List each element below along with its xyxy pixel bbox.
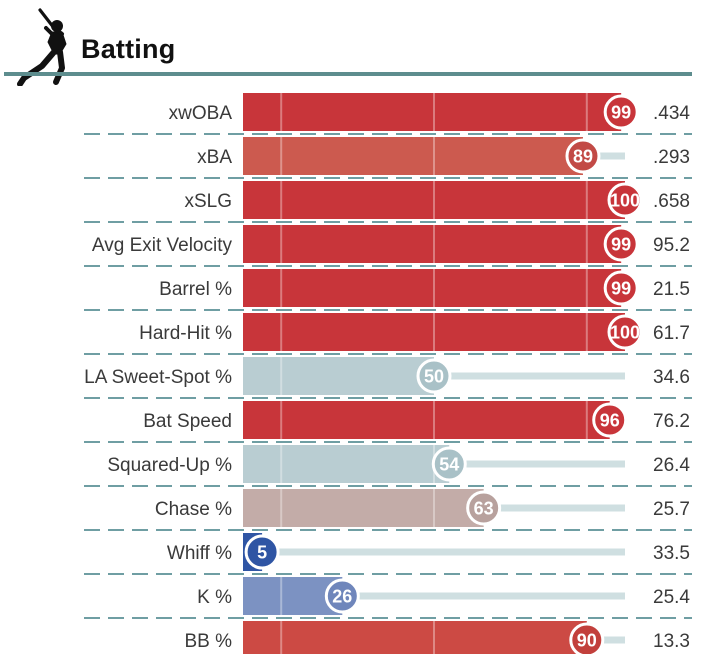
percentile-rank: 100	[610, 323, 640, 343]
percentile-badge	[607, 314, 643, 350]
percentile-rank: 100	[610, 191, 640, 211]
percentile-badge	[569, 622, 605, 654]
metric-label: xSLG	[184, 191, 232, 212]
percentile-badge	[324, 578, 360, 614]
percentile-bar	[243, 357, 434, 395]
stat-value: 25.4	[653, 587, 690, 608]
title-divider	[4, 72, 692, 76]
stat-value: 26.4	[653, 455, 690, 476]
metric-label: BB %	[184, 631, 232, 652]
section-title: Batting	[81, 34, 176, 64]
percentile-badge	[466, 490, 502, 526]
percentile-rank: 5	[257, 543, 267, 563]
stat-value: 76.2	[653, 411, 690, 432]
percentile-badge	[565, 138, 601, 174]
percentile-bar	[243, 181, 625, 219]
percentile-rank: 99	[611, 103, 631, 123]
stat-value: .434	[653, 103, 690, 124]
percentile-badge	[592, 402, 628, 438]
metric-label: Bat Speed	[143, 411, 232, 432]
metric-label: Hard-Hit %	[139, 323, 232, 344]
percentile-rank: 26	[332, 587, 352, 607]
percentile-bar	[243, 621, 587, 654]
percentile-badge	[603, 94, 639, 130]
percentile-rank: 54	[439, 455, 459, 475]
percentile-badge	[603, 226, 639, 262]
percentile-rank: 99	[611, 235, 631, 255]
percentile-bar	[243, 269, 622, 307]
stat-value: 34.6	[653, 367, 690, 388]
percentile-rank: 96	[600, 411, 620, 431]
percentile-rank: 50	[424, 367, 444, 387]
stat-value: 61.7	[653, 323, 690, 344]
track-bar	[243, 548, 625, 556]
stat-value: 33.5	[653, 543, 690, 564]
percentile-bar	[243, 313, 625, 351]
metric-label: K %	[197, 587, 232, 608]
percentile-badge	[607, 182, 643, 218]
metric-label: LA Sweet-Spot %	[84, 367, 232, 388]
percentile-rank: 89	[573, 147, 593, 167]
percentile-rank: 99	[611, 279, 631, 299]
metric-label: Avg Exit Velocity	[92, 235, 233, 256]
metric-label: Chase %	[155, 499, 232, 520]
stat-value: 13.3	[653, 631, 690, 652]
stat-value: 25.7	[653, 499, 690, 520]
stat-value: .293	[653, 147, 690, 168]
percentile-bar	[243, 445, 450, 483]
percentile-bar	[243, 401, 610, 439]
percentile-bar	[243, 489, 484, 527]
metric-label: Barrel %	[159, 279, 232, 300]
percentile-bar	[243, 93, 622, 131]
percentile-badge	[603, 270, 639, 306]
metric-label: xBA	[197, 147, 232, 168]
percentile-rank: 90	[577, 631, 597, 651]
metric-label: Squared-Up %	[107, 455, 232, 476]
stat-value: 95.2	[653, 235, 690, 256]
percentile-rank: 63	[474, 499, 494, 519]
metric-label: Whiff %	[167, 543, 232, 564]
percentile-badge	[416, 358, 452, 394]
percentile-bar	[243, 225, 622, 263]
track-bar	[243, 592, 625, 600]
percentile-badge	[431, 446, 467, 482]
metric-label: xwOBA	[169, 103, 233, 124]
stat-value: .658	[653, 191, 690, 212]
percentile-bar	[243, 137, 583, 175]
percentile-badge	[244, 534, 280, 570]
stat-value: 21.5	[653, 279, 690, 300]
